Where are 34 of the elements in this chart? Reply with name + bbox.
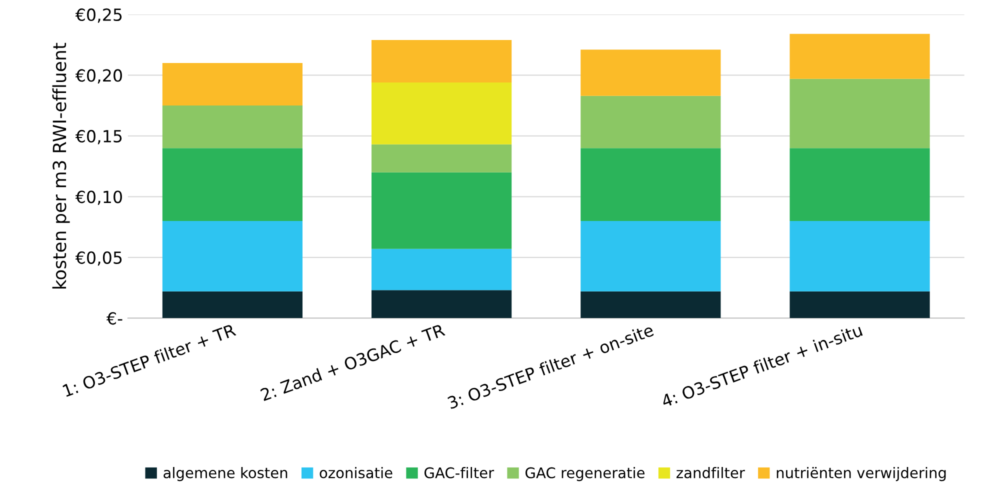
bar [580,291,721,318]
legend-label: GAC regeneratie [526,467,645,482]
bar [790,148,930,221]
bar [162,148,303,221]
y-tick-label: €0,20 [75,69,122,84]
bar [790,78,930,148]
bar [580,96,721,148]
legend-label: GAC-filter [424,467,494,478]
legend-label: algemene kosten [164,467,288,482]
legend-label: ozonisatie [320,467,392,478]
bar [372,144,512,172]
y-tick-label: €0,10 [75,190,122,205]
legend-label: zandfilter [676,467,745,478]
bar [790,220,930,292]
y-tick-label: €0,25 [75,8,122,23]
bar [372,82,512,144]
y-tick-label: €- [106,312,122,325]
bar [372,40,512,82]
bar [372,248,512,290]
bar [162,291,303,318]
bar [790,34,930,79]
y-tick-label: €0,05 [75,251,122,266]
bar [372,172,512,249]
y-axis-title: kosten per m3 RWI-effluent [52,42,70,288]
bar [790,291,930,318]
bar [162,63,303,106]
bar [372,290,512,318]
bar [580,148,721,221]
legend-label: nutriënten verwijdering [776,467,946,482]
y-tick-label: €0,15 [75,130,122,144]
bar [580,220,721,292]
bar [580,50,721,96]
bar [162,220,303,292]
bar [162,106,303,148]
